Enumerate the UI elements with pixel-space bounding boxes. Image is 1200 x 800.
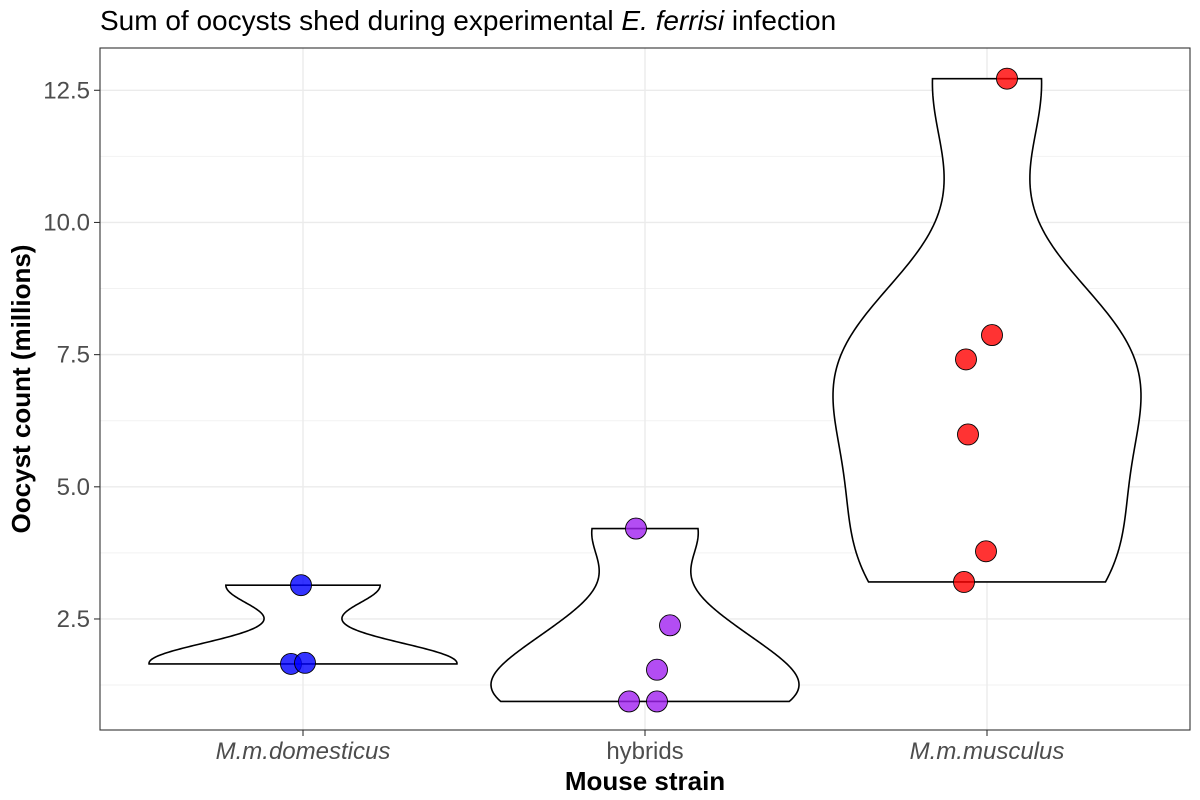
data-point	[659, 614, 681, 637]
data-point	[953, 571, 975, 593]
y-tick-label: 12.5	[43, 77, 90, 104]
y-tick-label: 10.0	[43, 209, 90, 236]
violin-M.m.domesticus	[148, 584, 458, 665]
data-point	[996, 67, 1018, 90]
data-points	[280, 67, 1018, 713]
y-tick-label: 2.5	[57, 606, 90, 633]
data-point	[955, 348, 977, 371]
data-point	[975, 540, 997, 563]
data-point	[646, 658, 668, 681]
x-tick-label: hybrids	[606, 738, 683, 765]
y-axis-title: Oocyst count (millions)	[6, 245, 36, 534]
y-tick-label: 5.0	[57, 474, 90, 501]
chart-title: Sum of oocysts shed during experimental …	[100, 5, 836, 36]
y-tick-label: 7.5	[57, 342, 90, 369]
violin-hybrids	[490, 527, 800, 703]
x-tick-label: M.m.musculus	[910, 738, 1065, 765]
y-axis-ticks: 2.5 5.0 7.5 10.0 12.5	[43, 77, 100, 633]
data-point	[981, 324, 1003, 347]
data-point	[957, 423, 979, 446]
data-point	[625, 517, 647, 540]
data-point	[294, 651, 316, 674]
x-tick-label: M.m.domesticus	[216, 738, 391, 765]
data-point	[618, 690, 640, 713]
x-axis-ticks: M.m.domesticus hybrids M.m.musculus	[216, 730, 1065, 765]
chart-title-part: infection	[724, 5, 836, 36]
chart-title-part: E. ferrisi	[621, 5, 724, 36]
data-point	[646, 690, 668, 713]
chart-title-part: Sum of oocysts shed during experimental	[100, 5, 621, 36]
data-point	[290, 574, 312, 597]
x-axis-title: Mouse strain	[565, 766, 725, 796]
